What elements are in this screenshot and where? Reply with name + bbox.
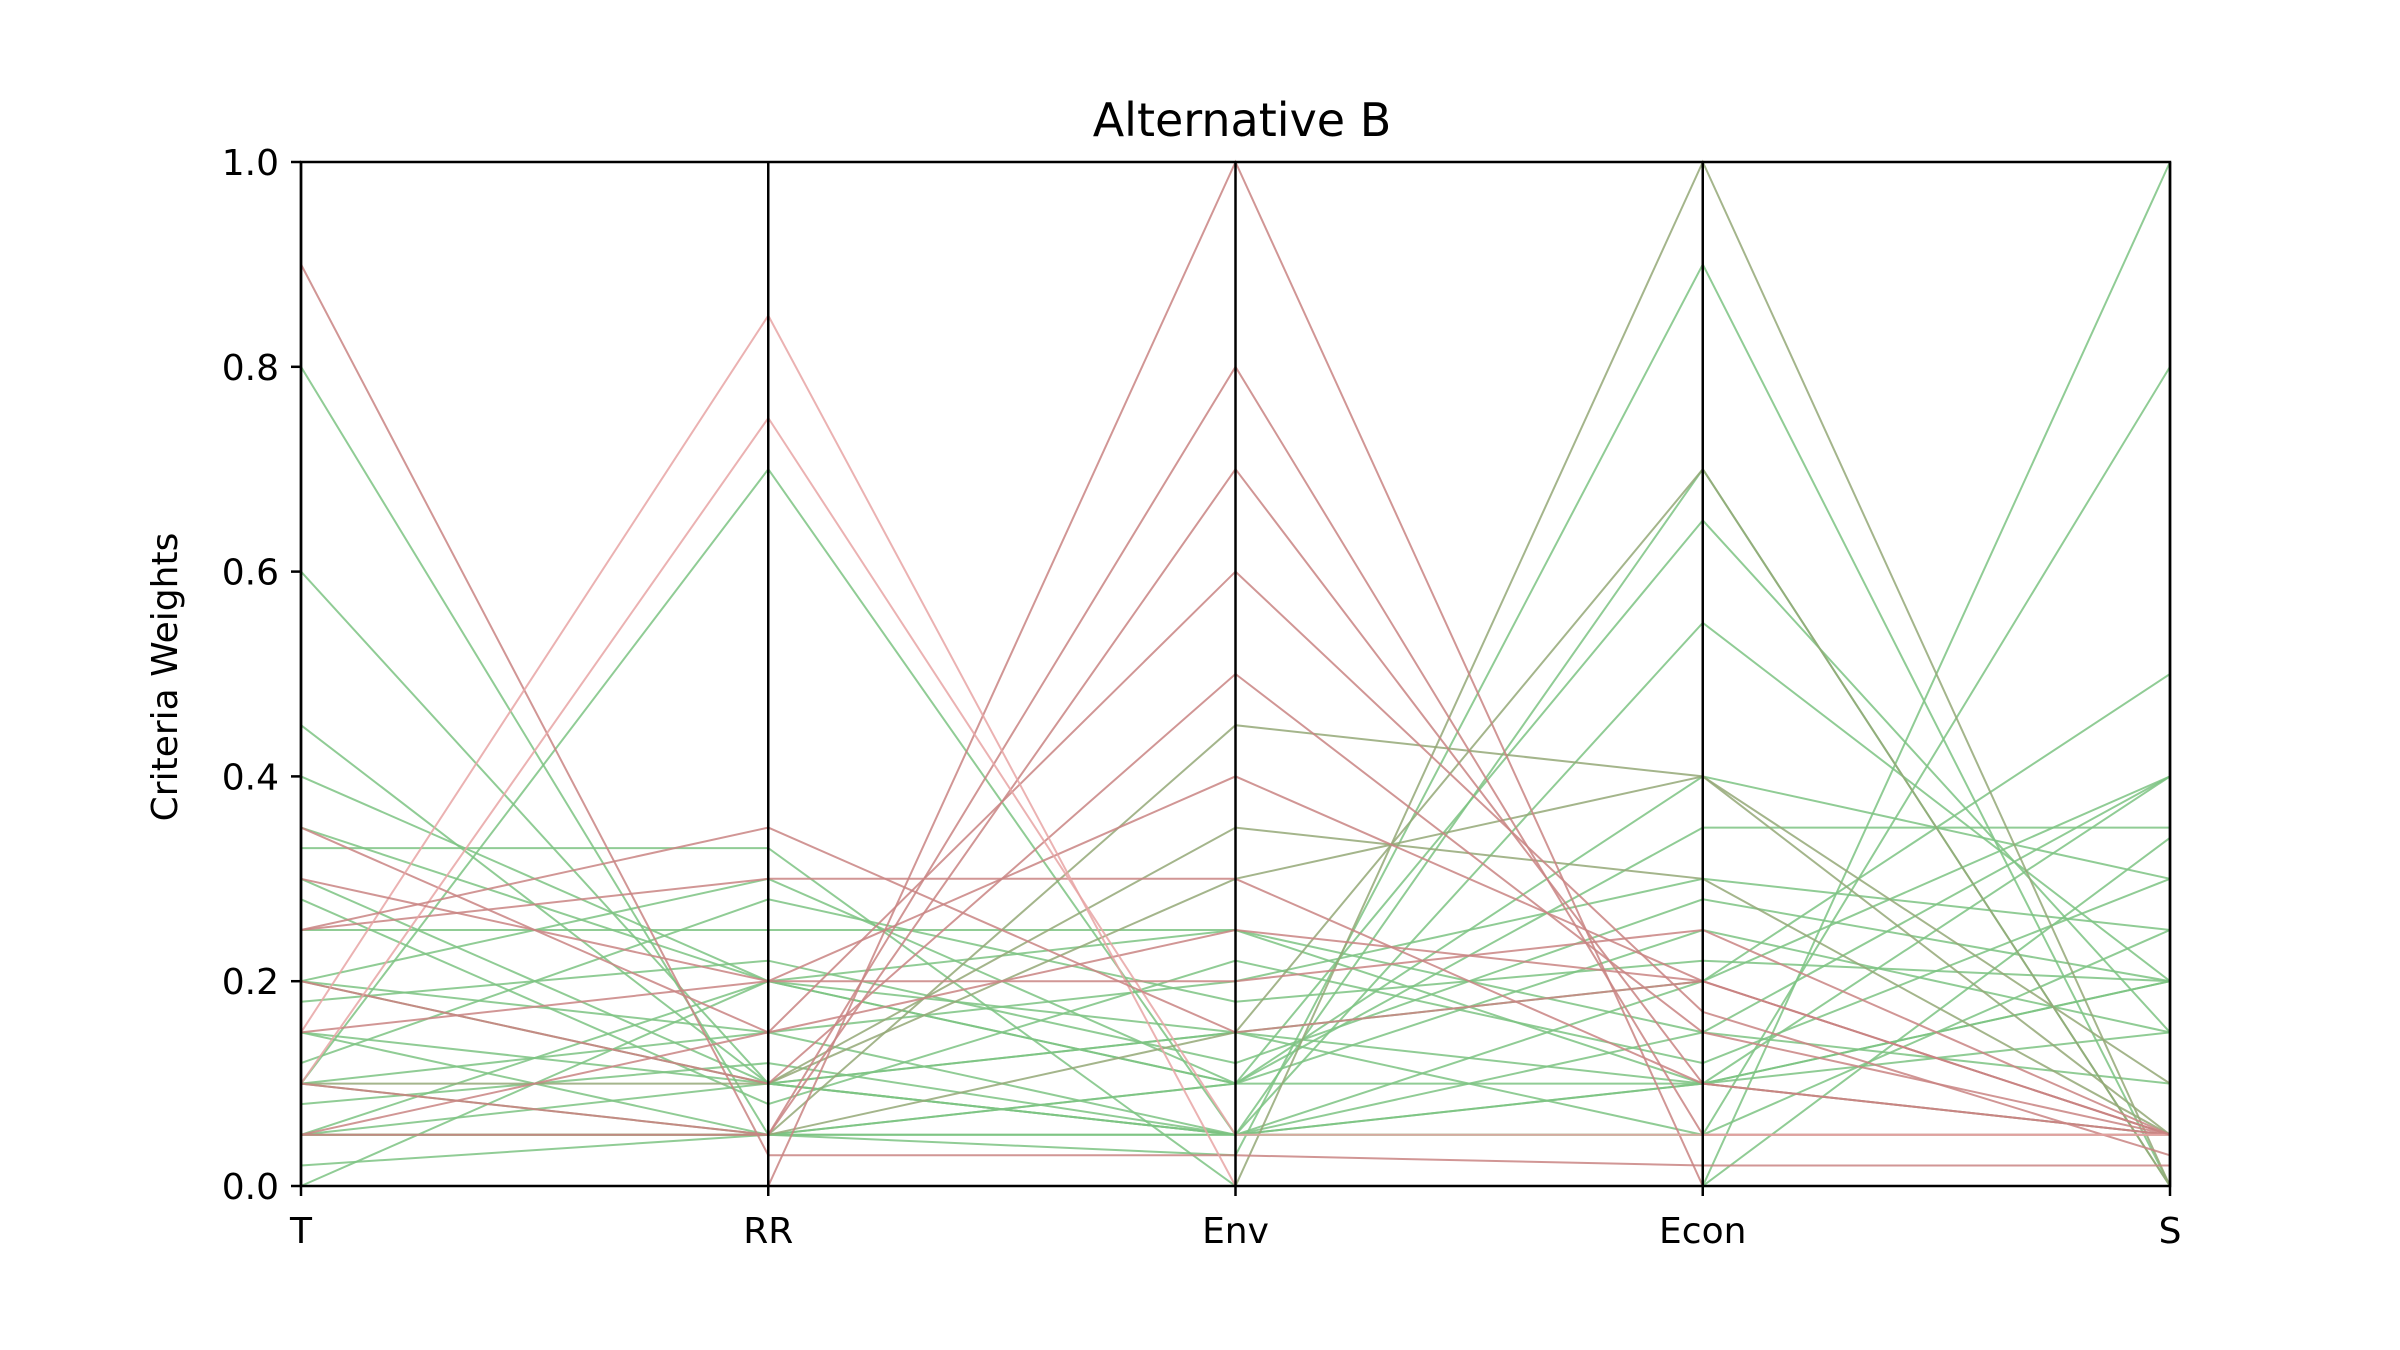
y-tick-label: 0.8: [222, 348, 279, 389]
x-tick-label-t: T: [289, 1211, 313, 1252]
y-ticks: 0.0 0.2 0.4 0.6 0.8 1.0: [222, 143, 301, 1208]
x-tick-label-s: S: [2159, 1211, 2182, 1252]
y-tick-label: 0.2: [222, 962, 279, 1003]
x-tick-label-econ: Econ: [1659, 1211, 1746, 1252]
y-axis-label: Criteria Weights: [145, 533, 186, 822]
y-tick-label: 0.4: [222, 757, 279, 798]
y-tick-label: 0.6: [222, 553, 279, 594]
x-tick-label-env: Env: [1202, 1211, 1269, 1252]
chart-title: Alternative B: [1093, 93, 1392, 147]
x-tick-label-rr: RR: [743, 1211, 793, 1252]
parallel-axes: [299, 162, 2172, 1186]
y-tick-label: 0.0: [222, 1167, 279, 1208]
y-tick-label: 1.0: [222, 143, 279, 184]
x-ticks: T RR Env Econ S: [289, 1186, 2181, 1252]
